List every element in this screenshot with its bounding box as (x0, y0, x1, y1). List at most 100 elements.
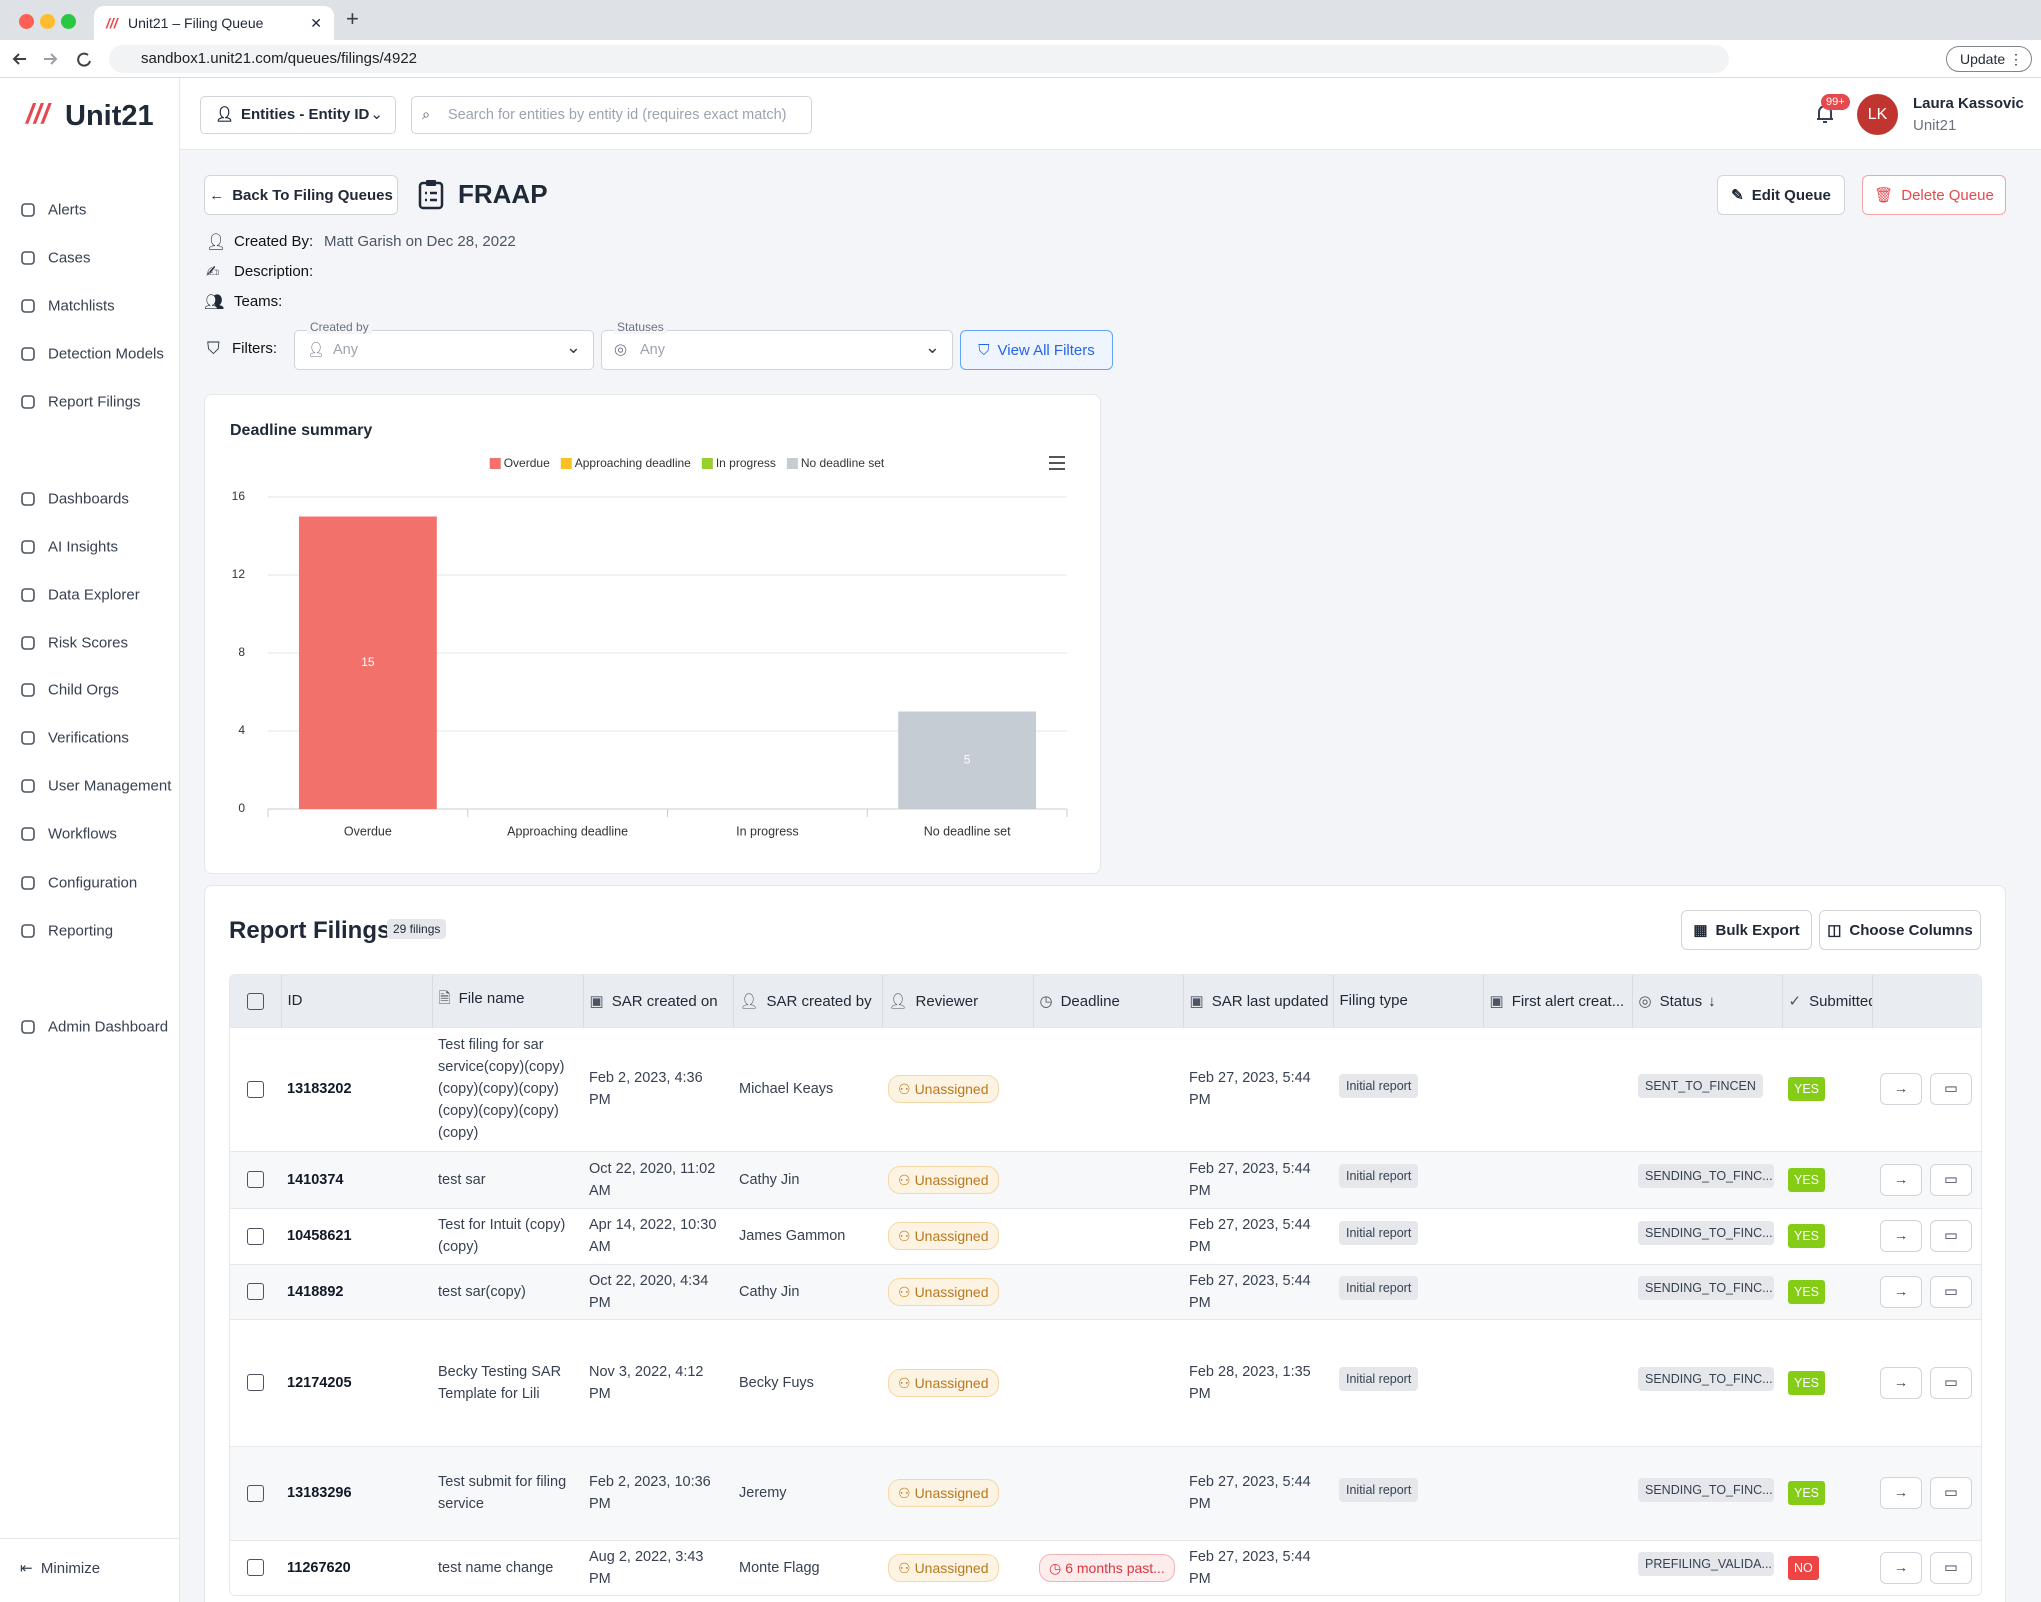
column-header[interactable]: 🗎︎ File name (432, 975, 584, 1027)
filing-type-tag: Initial report (1339, 1477, 1419, 1502)
count-badge: 29 filings (387, 919, 447, 939)
checkbox[interactable] (247, 1559, 264, 1577)
cell: Michael Keays (733, 1026, 882, 1151)
nav-item[interactable]: Report Filings (0, 382, 180, 422)
nav-label: AI Insights (48, 538, 119, 556)
column-label: Filing type (1339, 992, 1408, 1010)
bulk-export[interactable]: ▦ Bulk Export (1681, 910, 1812, 950)
nav-item[interactable]: Cases (0, 238, 180, 278)
column-header[interactable]: ◎ Status ↓ (1632, 975, 1783, 1027)
column-label: SAR last updated (1211, 992, 1329, 1010)
close-dot[interactable] (19, 14, 34, 29)
archive-button[interactable]: ▭ (1930, 1163, 1972, 1196)
row-actions: → ▭ (1872, 1207, 1981, 1264)
open-button[interactable]: → (1880, 1275, 1922, 1308)
cell: Initial report (1333, 1445, 1483, 1540)
column-header[interactable]: ▣ SAR last updated (1183, 975, 1334, 1027)
nav-icon (21, 395, 35, 409)
nav-buttons[interactable] (10, 49, 100, 69)
cell: test name change (432, 1539, 583, 1595)
archive-button[interactable]: ▭ (1930, 1477, 1972, 1509)
column-header[interactable]: ▣ SAR created on (583, 975, 734, 1027)
sidebar: /// Unit21 ⇤ Minimize Alerts Cases Matchli… (0, 78, 180, 1602)
avatar[interactable]: LK (1857, 94, 1898, 135)
column-header[interactable]: 👤︎ Reviewer (882, 975, 1034, 1027)
submitted-tag: YES (1788, 1167, 1826, 1192)
nav-item[interactable]: Risk Scores (0, 623, 180, 663)
update-button[interactable]: Update ⋮ (1946, 46, 2032, 72)
tab-close[interactable]: ✕ (310, 15, 322, 31)
cell: Aug 2, 2022, 3:43 PM (583, 1539, 733, 1595)
nav-item[interactable]: Alerts (0, 190, 180, 230)
checkbox[interactable] (247, 1080, 264, 1098)
new-tab[interactable]: + (346, 6, 359, 31)
sar-last-updated: Feb 27, 2023, 5:44 PM (1189, 1217, 1311, 1255)
column-header[interactable]: ✓ Submitted (1782, 975, 1873, 1027)
archive-button[interactable]: ▭ (1930, 1275, 1972, 1308)
open-button[interactable]: → (1880, 1551, 1922, 1584)
sar-created-on: Oct 22, 2020, 11:02 AM (589, 1160, 716, 1199)
nav-item[interactable]: Verifications (0, 718, 180, 758)
nav-item[interactable]: Dashboards (0, 479, 180, 519)
created-by-filter[interactable]: Created by 👤︎ Any ⌄ (294, 320, 594, 370)
archive-button[interactable]: ▭ (1930, 1551, 1972, 1584)
back-button[interactable]: ← Back To Filing Queues (204, 175, 398, 215)
nav-item[interactable]: User Management (0, 766, 180, 806)
edit-button[interactable]: ✎ Edit Queue (1717, 175, 1845, 215)
checkbox[interactable] (246, 992, 264, 1010)
column-header[interactable]: ◷ Deadline (1033, 975, 1184, 1027)
browser-tab[interactable]: Unit21 – Filing Queue ✕ /// (94, 6, 334, 40)
cell: ⚇ Unassigned (882, 1150, 1033, 1208)
open-button[interactable]: → (1880, 1163, 1922, 1196)
open-button[interactable]: → (1880, 1220, 1922, 1252)
checkbox[interactable] (247, 1227, 264, 1245)
column-label: SAR created by (766, 992, 872, 1010)
reviewer: Unassigned (914, 1228, 989, 1244)
nav-item[interactable]: Reporting (0, 911, 180, 951)
nav-item[interactable]: Data Explorer (0, 575, 180, 615)
column-icon: ◷ (1039, 992, 1053, 1010)
nav-item[interactable]: Workflows (0, 814, 180, 854)
url-field[interactable]: sandbox1.unit21.com/queues/filings/4922 (109, 45, 1729, 73)
reviewer: Unassigned (914, 1559, 989, 1576)
checkbox[interactable] (247, 1374, 264, 1392)
delete-button[interactable]: 🗑︎ Delete Queue (1862, 175, 2006, 215)
nav-item[interactable]: Matchlists (0, 286, 180, 326)
minimize-dot[interactable] (40, 14, 55, 29)
nav-icon (21, 827, 35, 841)
column-header[interactable]: Filing type (1333, 975, 1484, 1027)
zoom-dot[interactable] (61, 14, 76, 29)
column-header[interactable]: ID (281, 975, 433, 1027)
sar-created-by: Cathy Jin (739, 1283, 800, 1300)
column-header[interactable]: ▣ First alert creat... (1483, 975, 1633, 1027)
nav-item[interactable]: Admin Dashboard (0, 1007, 180, 1047)
checkbox[interactable] (247, 1171, 264, 1189)
search-field[interactable]: ⌕ Search for entities by entity id (requi… (411, 96, 812, 134)
cell: Monte Flagg (733, 1539, 882, 1595)
status-filter[interactable]: Statuses ◎ Any ⌄ (601, 320, 953, 370)
open-button[interactable]: → (1880, 1477, 1922, 1509)
nav-item[interactable]: AI Insights (0, 527, 180, 567)
column-header[interactable]: 👤︎ SAR created by (733, 975, 883, 1027)
checkbox[interactable] (247, 1484, 264, 1502)
view-all-filters[interactable]: ⛉ View All Filters (960, 330, 1113, 370)
y-tick-label: 4 (238, 723, 245, 737)
description-icon: ✍︎ (206, 264, 220, 281)
archive-button[interactable]: ▭ (1930, 1366, 1972, 1399)
open-button[interactable]: → (1880, 1366, 1922, 1399)
nav-icon-shape (21, 588, 35, 602)
archive-button[interactable]: ▭ (1930, 1220, 1972, 1252)
minimize[interactable]: ⇤ Minimize (20, 1560, 101, 1577)
nav-item[interactable]: Child Orgs (0, 670, 180, 710)
nav-item[interactable]: Configuration (0, 863, 180, 903)
entity-select[interactable]: Entities - Entity ID 👤︎ ⌄ (200, 96, 396, 134)
id: 10458621 (287, 1228, 352, 1244)
open-button[interactable]: → (1880, 1073, 1922, 1105)
nav-item[interactable]: Detection Models (0, 334, 180, 374)
chart-menu[interactable] (1049, 456, 1065, 470)
archive-button[interactable]: ▭ (1930, 1073, 1972, 1105)
file-name: test sar (438, 1171, 486, 1188)
delete-label: Delete Queue (1901, 186, 1994, 204)
checkbox[interactable] (247, 1283, 264, 1301)
choose-columns[interactable]: ◫ Choose Columns (1819, 910, 1981, 950)
